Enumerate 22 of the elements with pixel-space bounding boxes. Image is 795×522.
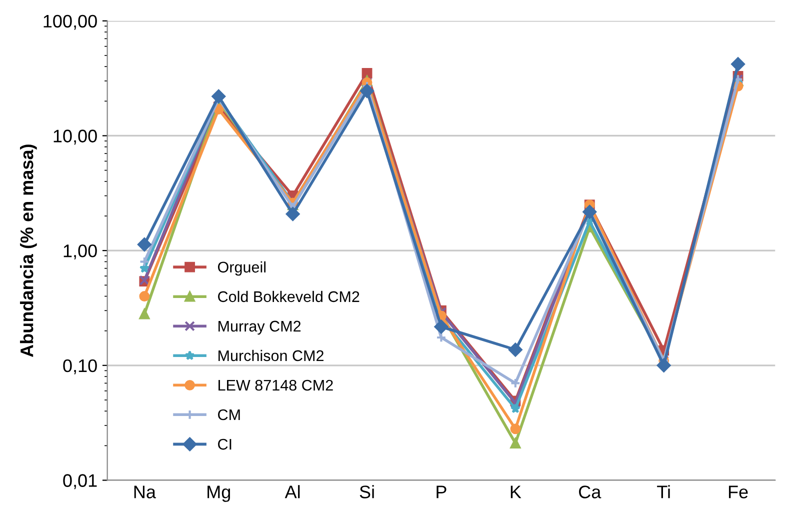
x-tick-label: Ti (657, 485, 670, 498)
y-tick-label: 0,10 (63, 359, 97, 374)
x-tick-label: Na (134, 486, 156, 498)
y-tick-label: 0,01 (63, 474, 97, 490)
x-tick-label: Ca (579, 486, 602, 498)
legend-label: LEW 87148 CM2 (218, 380, 333, 391)
legend-label: Cold Bokkeveld CM2 (218, 290, 360, 302)
legend-label: Murray CM2 (218, 320, 301, 335)
y-tick-label: 1,00 (64, 244, 97, 260)
x-tick-label: Al (284, 485, 300, 498)
x-tick-label: P (436, 486, 446, 498)
legend-label: Murchison CM2 (218, 350, 324, 362)
x-tick-label: Si (360, 485, 374, 498)
legend-label: CI (218, 438, 232, 450)
y-axis-title: Abundancia (% en masa) (20, 144, 37, 357)
legend-label: Orgueil (218, 261, 266, 276)
legend-label: CM (218, 409, 240, 420)
x-tick-label: Mg (208, 486, 230, 502)
y-tick-label: 10,00 (54, 130, 97, 145)
x-tick-label: K (510, 486, 522, 498)
x-tick-label: Fe (728, 486, 748, 498)
y-tick-label: 100,00 (44, 14, 97, 30)
